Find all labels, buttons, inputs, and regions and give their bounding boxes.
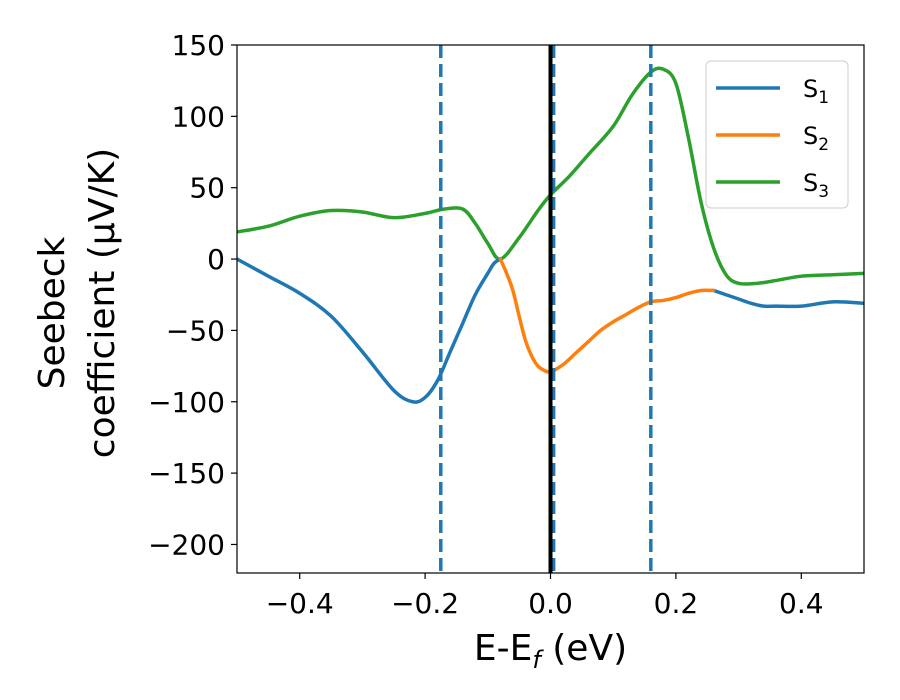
x-axis-title-main: E-E bbox=[474, 628, 532, 669]
series-line-s2 bbox=[498, 257, 716, 374]
x-axis-title-rest: (eV) bbox=[541, 628, 627, 669]
y-tick-label: 50 bbox=[189, 172, 225, 205]
legend-label-s3: S3 bbox=[803, 169, 829, 202]
y-tick-label: −50 bbox=[166, 314, 225, 347]
axis-ticks: −0.4 −0.2 0.0 0.2 0.4 150 100 50 0 −50 −100 −150 −20… bbox=[148, 29, 823, 620]
legend-label-s2: S2 bbox=[803, 122, 829, 155]
y-tick-label: 150 bbox=[172, 29, 225, 62]
y-axis-title-line1: Seebeck bbox=[32, 236, 73, 389]
x-tick-label: −0.2 bbox=[391, 587, 459, 620]
y-tick-label: −200 bbox=[148, 528, 225, 561]
legend: S1 S2 S3 bbox=[705, 60, 849, 209]
x-tick-label: −0.4 bbox=[266, 587, 334, 620]
y-tick-label: −150 bbox=[148, 457, 225, 490]
series-line-s3 bbox=[237, 66, 864, 286]
plot-content bbox=[237, 45, 864, 573]
x-axis-title: E-Ef (eV) bbox=[474, 628, 627, 674]
series-line-s1 bbox=[237, 257, 503, 404]
series-line-tail-3 bbox=[711, 288, 864, 309]
y-tick-label: −100 bbox=[148, 386, 225, 419]
y-axis-title: Seebeck coefficient (μV/K) bbox=[32, 148, 123, 458]
x-tick-label: 0.0 bbox=[528, 587, 573, 620]
legend-label-s1: S1 bbox=[803, 75, 829, 108]
y-axis-title-line2: coefficient (μV/K) bbox=[82, 148, 123, 458]
y-tick-label: 0 bbox=[207, 243, 225, 276]
x-tick-label: 0.2 bbox=[654, 587, 699, 620]
x-tick-label: 0.4 bbox=[779, 587, 824, 620]
y-tick-label: 100 bbox=[172, 100, 225, 133]
